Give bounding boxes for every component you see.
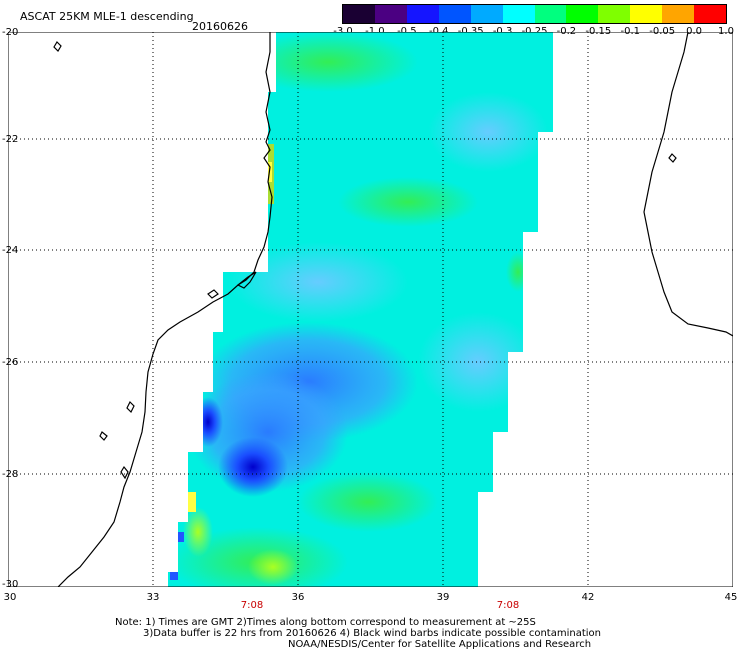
lat-label-22: -22 — [2, 134, 19, 145]
lon-label-36: 36 — [291, 592, 305, 603]
colorbar-segment — [343, 5, 375, 23]
lon-label-30: 30 — [3, 592, 17, 603]
colorbar-segment — [694, 5, 727, 23]
colorbar — [342, 4, 727, 24]
colorbar-segment — [598, 5, 631, 23]
colorbar-segment — [566, 5, 599, 23]
colorbar-segment — [534, 5, 567, 23]
lon-label-45: 45 — [724, 592, 738, 603]
lon-label-39: 39 — [436, 592, 450, 603]
colorbar-segment — [438, 5, 471, 23]
colorbar-segment — [630, 5, 663, 23]
time-label-right: 7:08 — [496, 600, 520, 611]
map-plot — [8, 32, 733, 587]
lat-label-24: -24 — [2, 245, 19, 256]
colorbar-segment — [662, 5, 695, 23]
note-line-2: 3)Data buffer is 22 hrs from 20160626 4)… — [143, 628, 601, 639]
lat-label-30: -30 — [2, 579, 19, 590]
wind-swath — [168, 32, 553, 587]
note-line-1: Note: 1) Times are GMT 2)Times along bot… — [115, 617, 536, 628]
lat-label-26: -26 — [2, 357, 19, 368]
lon-label-33: 33 — [146, 592, 160, 603]
lat-label-20: -20 — [2, 27, 19, 38]
colorbar-segment — [406, 5, 439, 23]
lon-label-42: 42 — [581, 592, 595, 603]
colorbar-segment — [470, 5, 503, 23]
lat-label-28: -28 — [2, 469, 19, 480]
product-title: ASCAT 25KM MLE-1 descending — [20, 10, 194, 23]
coastline — [53, 32, 733, 587]
product-date: 20160626 — [192, 20, 248, 33]
note-line-3: NOAA/NESDIS/Center for Satellite Applica… — [288, 639, 592, 650]
colorbar-segment — [374, 5, 407, 23]
colorbar-segment — [502, 5, 535, 23]
time-label-left: 7:08 — [240, 600, 264, 611]
